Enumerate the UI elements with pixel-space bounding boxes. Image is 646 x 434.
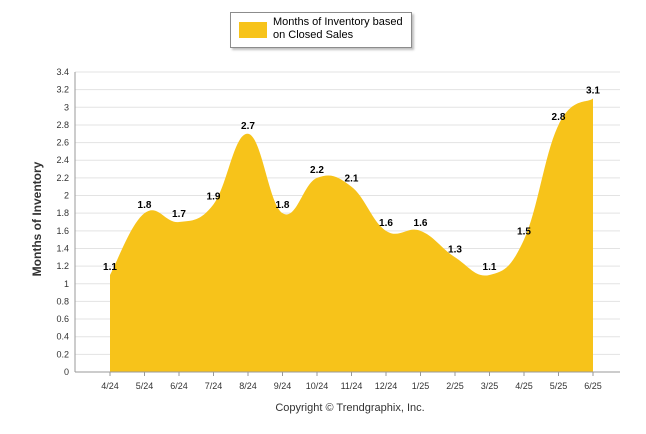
- x-tick-label: 9/24: [274, 381, 292, 391]
- y-tick-labels: 0 0.2 0.4 0.6 0.8 1 1.2 1.4 1.6 1.8 2 2.2 2.4 2.6 2.8 3…: [56, 67, 69, 377]
- x-tick-label: 12/24: [375, 381, 398, 391]
- series-area-fill: [110, 98, 593, 373]
- data-label: 1.6: [414, 218, 428, 229]
- x-tick-label: 7/24: [205, 381, 223, 391]
- x-tick-label: 2/25: [446, 381, 464, 391]
- x-tick-label: 6/24: [170, 381, 188, 391]
- y-tick-label: 3.4: [56, 67, 69, 77]
- x-tick-label: 10/24: [306, 381, 329, 391]
- y-tick-label: 1.4: [56, 243, 69, 253]
- y-tick-label: 3: [64, 102, 69, 112]
- x-tick-label: 3/25: [481, 381, 499, 391]
- y-tick-label: 1.6: [56, 226, 69, 236]
- data-label: 1.7: [172, 209, 186, 220]
- data-label: 1.9: [207, 191, 221, 202]
- y-tick-label: 2.4: [56, 155, 69, 165]
- y-tick-label: 2.2: [56, 173, 69, 183]
- y-tick-label: 3.2: [56, 85, 69, 95]
- x-tick-label: 6/25: [584, 381, 602, 391]
- legend-label: Months of Inventory based on Closed Sale…: [273, 16, 403, 41]
- x-tick-label: 8/24: [239, 381, 257, 391]
- y-tick-label: 1: [64, 279, 69, 289]
- y-tick-label: 0.6: [56, 314, 69, 324]
- data-label: 1.1: [483, 262, 497, 273]
- data-label: 1.3: [448, 244, 462, 255]
- x-tick-label: 4/25: [515, 381, 533, 391]
- y-tick-label: 2: [64, 191, 69, 201]
- data-label: 2.1: [345, 174, 359, 185]
- x-tick-label: 4/24: [101, 381, 119, 391]
- legend: Months of Inventory based on Closed Sale…: [230, 12, 412, 48]
- data-label: 1.8: [276, 200, 290, 211]
- y-tick-label: 0.8: [56, 296, 69, 306]
- y-tick-label: 2.8: [56, 120, 69, 130]
- y-tick-label: 0.2: [56, 349, 69, 359]
- data-label: 1.1: [103, 262, 117, 273]
- data-label: 2.8: [552, 112, 566, 123]
- x-tick-label: 11/24: [341, 381, 363, 391]
- y-tick-label: 0.4: [56, 332, 69, 342]
- data-label: 3.1: [586, 85, 600, 96]
- data-label: 1.6: [379, 218, 393, 229]
- data-label: 2.2: [310, 165, 324, 176]
- data-label: 1.5: [517, 227, 531, 238]
- x-tick-labels: 4/24 5/24 6/24 7/24 8/24 9/24 10/24 11/24 12/24 1…: [101, 372, 602, 391]
- axes: [74, 72, 620, 373]
- data-label: 1.8: [138, 200, 152, 211]
- legend-swatch: [239, 22, 267, 38]
- y-tick-label: 0: [64, 367, 69, 377]
- y-tick-label: 1.8: [56, 208, 69, 218]
- data-labels: 1.1 1.8 1.7 1.9 2.7 1.8 2.2 2.1 1.6 1.6 1.3 1.1 1.5 2…: [103, 85, 600, 272]
- x-tick-label: 1/25: [412, 381, 430, 391]
- y-tick-label: 2.6: [56, 138, 69, 148]
- data-label: 2.7: [241, 121, 255, 132]
- x-tick-label: 5/24: [136, 381, 154, 391]
- x-tick-label: 5/25: [550, 381, 568, 391]
- series-area: [109, 98, 594, 373]
- copyright-text: Copyright © Trendgraphix, Inc.: [275, 402, 425, 414]
- y-tick-label: 1.2: [56, 261, 69, 271]
- y-axis-title: Months of Inventory: [30, 161, 44, 277]
